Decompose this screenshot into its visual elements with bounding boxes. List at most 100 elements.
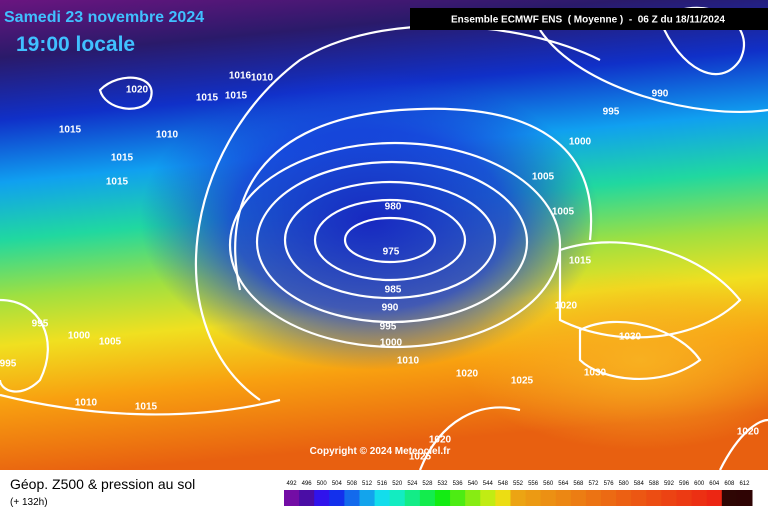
isobar-label: 1010 xyxy=(156,130,179,141)
colorbar-label: 516 xyxy=(377,481,388,487)
isobar-label: 1020 xyxy=(737,427,760,438)
colorbar-label: 520 xyxy=(392,481,403,487)
colorbar-cell xyxy=(585,490,602,506)
colorbar-label: 492 xyxy=(287,481,298,487)
isobar-label: 1010 xyxy=(251,73,274,84)
warm-area xyxy=(460,270,768,450)
colorbar-cell xyxy=(314,490,330,506)
colorbar-cell xyxy=(661,490,678,506)
model-banner xyxy=(410,8,768,30)
colorbar-cell xyxy=(344,490,360,506)
colorbar-cell xyxy=(465,490,481,506)
colorbar-cell xyxy=(525,490,542,506)
colorbar-cell xyxy=(389,490,406,506)
colorbar-label: 604 xyxy=(709,481,720,487)
colorbar-cell xyxy=(601,490,617,506)
copyright: Copyright © 2024 Meteociel.fr xyxy=(310,446,451,457)
lead-time: (+ 132h) xyxy=(10,497,48,508)
isobar-label: 990 xyxy=(652,89,669,100)
date: Samedi 23 novembre 2024 xyxy=(4,9,204,26)
colorbar-cell xyxy=(359,490,376,506)
isobar-label: 995 xyxy=(32,319,49,330)
colorbar-cell xyxy=(616,490,632,506)
isobar-label: 1015 xyxy=(135,402,158,413)
colorbar-label: 524 xyxy=(407,481,418,487)
colorbar: 492 496 500 504 508 512 516 520 524 528 532 536 540 5… xyxy=(284,481,753,506)
isobar-label: 1015 xyxy=(111,153,134,164)
isobar-label: 1025 xyxy=(409,452,432,463)
isobar-label: 1020 xyxy=(429,435,452,446)
colorbar-cell xyxy=(555,490,572,506)
model-info: Ensemble ECMWF ENS ( Moyenne ) - 06 Z du… xyxy=(451,15,725,26)
colorbar-cell xyxy=(480,490,496,506)
colorbar-cell xyxy=(570,490,587,506)
isobar-label: 1020 xyxy=(126,85,149,96)
colorbar-label: 512 xyxy=(362,481,373,487)
colorbar-label: 504 xyxy=(332,481,343,487)
colorbar-label: 556 xyxy=(528,481,539,487)
colorbar-label: 596 xyxy=(679,481,690,487)
isobar-label: 1030 xyxy=(619,332,642,343)
isobar-label: 1010 xyxy=(75,398,98,409)
colorbar-cell xyxy=(495,490,511,506)
colorbar-label: 564 xyxy=(558,481,569,487)
colorbar-cell xyxy=(404,490,421,506)
colorbar-cell xyxy=(299,490,315,506)
colorbar-label: 588 xyxy=(649,481,660,487)
colorbar-label: 536 xyxy=(453,481,464,487)
colorbar-cell xyxy=(374,490,391,506)
colorbar-cell xyxy=(510,490,527,506)
colorbar-label: 552 xyxy=(513,481,524,487)
colorbar-label: 540 xyxy=(468,481,479,487)
colorbar-label: 584 xyxy=(634,481,645,487)
isobar-label: 1015 xyxy=(196,93,219,104)
isobar-label: 1010 xyxy=(397,356,420,367)
isobar-label: 1025 xyxy=(511,376,534,387)
isobars xyxy=(0,6,768,471)
colorbar-label: 580 xyxy=(619,481,630,487)
colorbar-label: 532 xyxy=(438,481,449,487)
colorbar-label: 608 xyxy=(724,481,735,487)
colorbar-cell xyxy=(736,490,753,506)
colorbar-cell xyxy=(434,490,451,506)
colorbar-label: 612 xyxy=(739,481,750,487)
isobar-label: 1015 xyxy=(106,177,129,188)
colorbar-cell xyxy=(631,490,647,506)
isobar-label: 990 xyxy=(382,303,399,314)
colorbar-cell xyxy=(419,490,436,506)
colorbar-label: 576 xyxy=(604,481,615,487)
colorbar-cell xyxy=(706,490,723,506)
isobar-label: 995 xyxy=(380,322,397,333)
isobar-label: 1016 xyxy=(229,71,252,82)
colorbar-cell xyxy=(646,490,662,506)
colorbar-cell xyxy=(691,490,708,506)
isobar-label: 1015 xyxy=(569,256,592,267)
footer-title: Géop. Z500 & pression au sol xyxy=(10,476,195,492)
isobar-label: 975 xyxy=(383,247,400,258)
colorbar-cell xyxy=(329,490,345,506)
isobar-label: 1000 xyxy=(68,331,91,342)
colorbar-label: 528 xyxy=(422,481,433,487)
local-time: 19:00 locale xyxy=(16,33,135,56)
colorbar-label: 544 xyxy=(483,481,494,487)
colorbar-label: 500 xyxy=(317,481,328,487)
isobar-label: 995 xyxy=(603,107,620,118)
colorbar-label: 572 xyxy=(588,481,599,487)
colorbar-label: 568 xyxy=(573,481,584,487)
colorbar-cell xyxy=(284,490,300,506)
isobar-label: 1005 xyxy=(99,337,122,348)
colorbar-label: 496 xyxy=(302,481,313,487)
isobar-label: 985 xyxy=(385,285,402,296)
colorbar-cell xyxy=(721,490,738,506)
isobar-label: 1020 xyxy=(456,369,479,380)
isobar-label: 1000 xyxy=(380,338,403,349)
colorbar-cell xyxy=(676,490,693,506)
colorbar-label: 508 xyxy=(347,481,358,487)
colorbar-label: 592 xyxy=(664,481,675,487)
isobar-label: 1020 xyxy=(555,301,578,312)
isobar-label: 1005 xyxy=(552,207,575,218)
isobar-label: 1015 xyxy=(225,91,248,102)
isobar-label: 1015 xyxy=(59,125,82,136)
colorbar-cell xyxy=(540,490,557,506)
